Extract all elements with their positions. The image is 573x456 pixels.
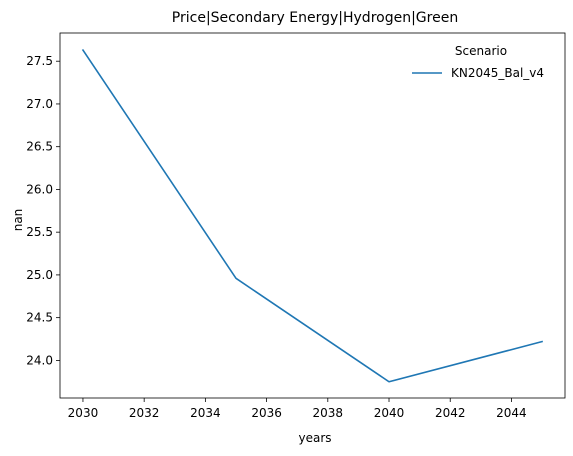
x-tick-label: 2034: [190, 406, 221, 420]
y-tick-label: 27.0: [26, 97, 53, 111]
series-layer: [81, 48, 544, 383]
y-tick-label: 26.5: [26, 140, 53, 154]
y-tick-label: 24.0: [26, 353, 53, 367]
y-tick-label: 27.5: [26, 54, 53, 68]
y-tick-label: 25.0: [26, 268, 53, 282]
x-axis-label: years: [298, 431, 331, 445]
y-axis-ticks: 24.0 24.5 25.0 25.5 26.0 26.5 27.0 27.5: [26, 54, 60, 367]
x-tick-label: 2036: [251, 406, 282, 420]
plot-area: [59, 32, 566, 399]
x-axis-ticks: 2030 2032 2034 2036 2038 2040 2042 2044: [68, 398, 527, 420]
x-tick-label: 2032: [129, 406, 160, 420]
legend: Scenario KN2045_Bal_v4: [412, 44, 544, 80]
chart-title: Price|Secondary Energy|Hydrogen|Green: [172, 10, 458, 26]
y-tick-label: 25.5: [26, 225, 53, 239]
y-axis-label: nan: [11, 209, 25, 232]
y-tick-label: 26.0: [26, 182, 53, 196]
x-tick-label: 2038: [313, 406, 344, 420]
y-tick-label: 24.5: [26, 311, 53, 325]
legend-entries: KN2045_Bal_v4: [412, 66, 544, 80]
x-tick-label: 2040: [374, 406, 405, 420]
series-line: [81, 48, 544, 383]
x-tick-label: 2030: [68, 406, 99, 420]
legend-title: Scenario: [455, 44, 507, 58]
x-tick-label: 2042: [435, 406, 466, 420]
x-tick-label: 2044: [496, 406, 527, 420]
plot-frame: [59, 32, 566, 399]
legend-entry-label: KN2045_Bal_v4: [451, 66, 544, 80]
